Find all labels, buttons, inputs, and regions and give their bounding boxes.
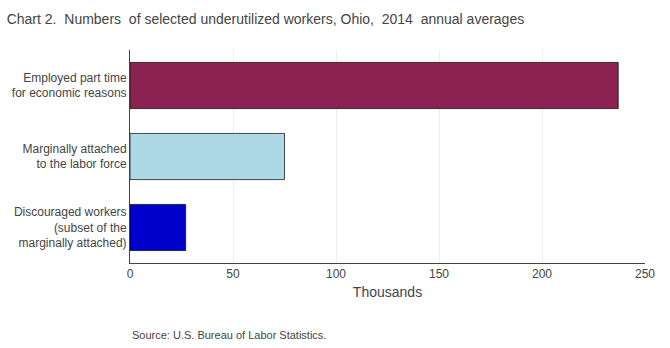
- svg-text:250: 250: [635, 267, 655, 281]
- svg-text:0: 0: [127, 267, 134, 281]
- svg-text:Chart 2. Numbers of selected: Chart 2. Numbers of selected underutiliz…: [7, 11, 525, 27]
- svg-text:Marginally attachedto the labo: Marginally attachedto the labor force: [23, 142, 127, 172]
- svg-text:Discouraged workers(subset of: Discouraged workers(subset of themargina…: [14, 205, 127, 250]
- svg-text:Thousands: Thousands: [353, 284, 422, 300]
- svg-text:Source: U.S. Bureau of Labor S: Source: U.S. Bureau of Labor Statistics.: [132, 329, 326, 341]
- svg-text:150: 150: [429, 267, 449, 281]
- svg-text:200: 200: [532, 267, 552, 281]
- svg-text:50: 50: [226, 267, 240, 281]
- svg-text:Employed part timefor economic: Employed part timefor economic reasons: [12, 71, 127, 101]
- svg-text:100: 100: [326, 267, 346, 281]
